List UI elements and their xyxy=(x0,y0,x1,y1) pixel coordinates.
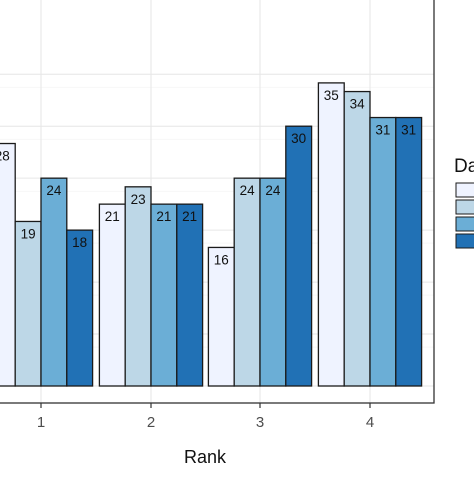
x-tick-label-2: 2 xyxy=(147,414,155,431)
legend-key-series-3 xyxy=(455,216,474,232)
legend-key-series-2 xyxy=(455,199,474,215)
data-label-rank-3-series-4: 30 xyxy=(291,131,306,146)
data-label-rank-4-series-1: 35 xyxy=(324,88,339,103)
legend-key-series-4 xyxy=(455,233,474,249)
legend-title: Da xyxy=(454,156,474,177)
bar-rank-3-series-2 xyxy=(233,177,261,387)
legend xyxy=(455,182,474,249)
bar-rank-4-series-2 xyxy=(343,90,371,387)
data-label-rank-3-series-2: 24 xyxy=(240,183,256,198)
data-label-rank-2-series-4: 21 xyxy=(182,209,197,224)
bar-rank-3-series-3 xyxy=(259,177,287,387)
bar-rank-2-series-2 xyxy=(124,186,152,387)
bar-rank-4-series-3 xyxy=(369,116,397,387)
data-label-rank-1-series-2: 19 xyxy=(21,226,36,241)
legend-key-series-1 xyxy=(455,182,474,198)
bar-rank-4-series-1 xyxy=(317,82,345,387)
data-label-rank-2-series-3: 21 xyxy=(156,209,171,224)
bar-rank-1-series-2 xyxy=(14,220,42,387)
x-axis-label: Rank xyxy=(184,447,227,467)
bar-rank-2-series-1 xyxy=(98,203,126,387)
x-tick-label-4: 4 xyxy=(366,414,374,431)
bar-rank-2-series-4 xyxy=(176,203,204,387)
data-label-rank-1-series-4: 18 xyxy=(72,235,87,250)
data-label-rank-2-series-2: 23 xyxy=(131,192,146,207)
data-labels: 28 19 24 18 21 23 21 21 16 24 24 30 35 34 31 31 xyxy=(0,88,416,268)
plot-border xyxy=(0,0,435,404)
bar-rank-2-series-3 xyxy=(150,203,178,387)
x-tick-label-1: 1 xyxy=(37,414,45,431)
data-label-rank-4-series-2: 34 xyxy=(350,97,366,112)
data-label-rank-1-series-1: 28 xyxy=(0,149,10,164)
bar-rank-1-series-4 xyxy=(66,229,94,387)
x-axis-ticks: 1 2 3 4 xyxy=(37,403,374,431)
data-label-rank-1-series-3: 24 xyxy=(46,183,62,198)
bar-rank-1-series-3 xyxy=(40,177,68,387)
data-label-rank-4-series-3: 31 xyxy=(375,123,390,138)
data-label-rank-3-series-3: 24 xyxy=(265,183,281,198)
data-label-rank-3-series-1: 16 xyxy=(214,252,229,267)
bar-rank-3-series-1 xyxy=(207,246,235,387)
bar-rank-4-series-4 xyxy=(395,116,423,387)
bar-rank-1-series-1 xyxy=(0,142,16,387)
bars xyxy=(0,82,423,387)
data-label-rank-2-series-1: 21 xyxy=(105,209,120,224)
bar-rank-3-series-4 xyxy=(285,125,313,387)
x-tick-label-3: 3 xyxy=(256,414,264,431)
data-label-rank-4-series-4: 31 xyxy=(401,123,416,138)
